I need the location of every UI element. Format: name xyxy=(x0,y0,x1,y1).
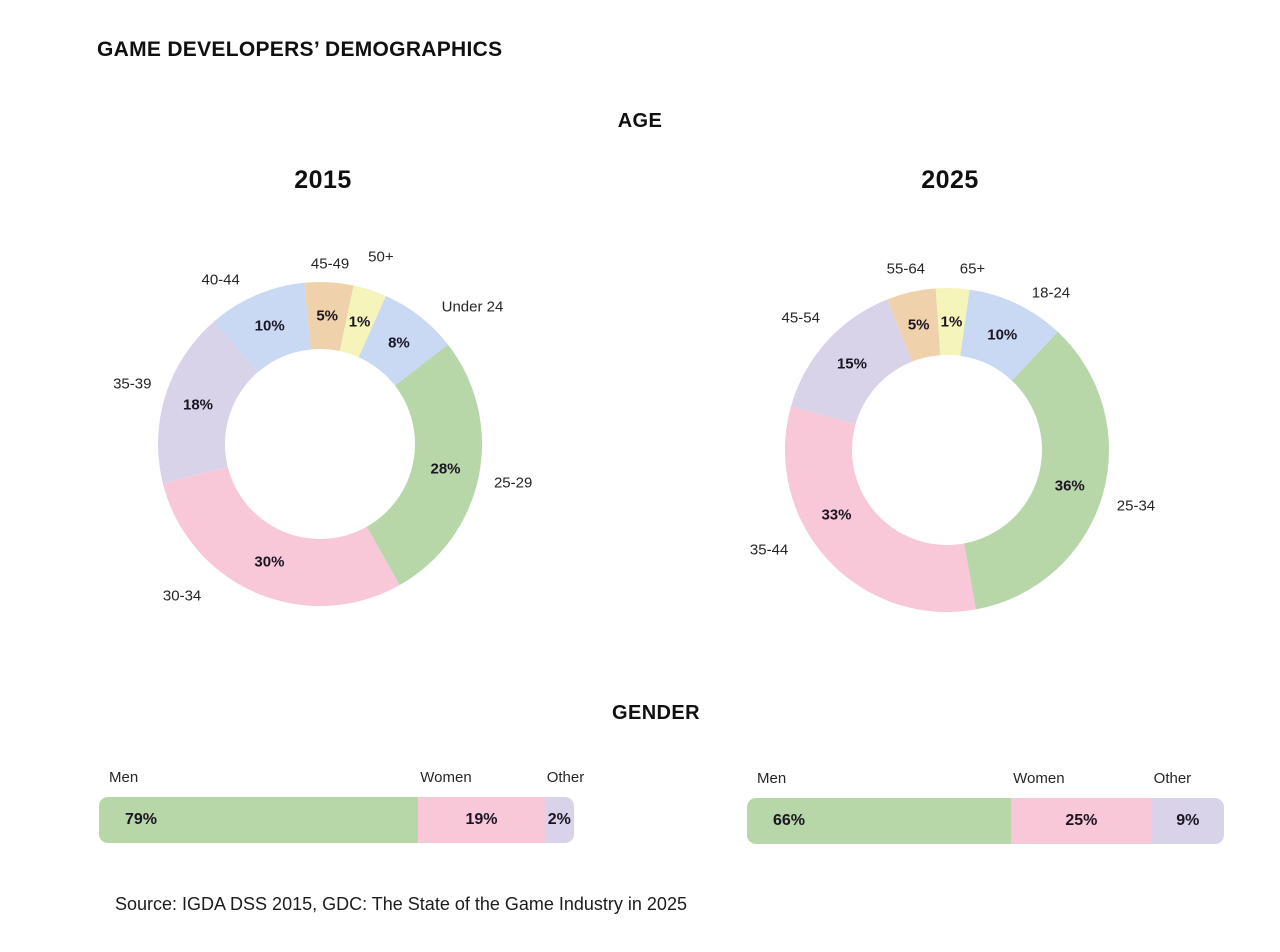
gender-section-heading: GENDER xyxy=(612,702,700,724)
donut-segment-35-39 xyxy=(157,321,259,484)
segment-category-label-18-24: 18-24 xyxy=(1031,284,1071,302)
gender-segment-women: 19% xyxy=(418,797,545,843)
segment-value-label-45-49: 5% xyxy=(316,307,339,325)
segment-value-label-35-44: 33% xyxy=(821,506,852,524)
gender-value-label-men: 66% xyxy=(773,812,806,829)
page-title: GAME DEVELOPERS’ DEMOGRAPHICS xyxy=(97,38,503,61)
age-donut-chart-2015: 8% Under 24 28% 25-29 30% 30-34 18% 35-39 10% 40-… xyxy=(90,214,550,674)
segment-category-label-45-49: 45-49 xyxy=(310,255,350,273)
donut-segment-25-29 xyxy=(366,344,483,586)
segment-category-label-35-44: 35-44 xyxy=(749,541,789,559)
age-section-heading: AGE xyxy=(617,110,663,132)
donut-svg xyxy=(157,282,483,606)
segment-value-label-35-39: 18% xyxy=(183,396,214,414)
donut-segment-35-44 xyxy=(784,406,976,613)
source-citation: Source: IGDA DSS 2015, GDC: The State of… xyxy=(115,894,687,914)
gender-segment-other: 9% xyxy=(1151,798,1224,844)
segment-category-label-35-39: 35-39 xyxy=(113,375,152,393)
gender-category-label-other: Other xyxy=(1153,770,1192,787)
segment-value-label-25-29: 28% xyxy=(430,460,461,478)
donut-2025-title: 2025 xyxy=(921,166,979,194)
donut-segment-45-54 xyxy=(791,299,913,425)
segment-value-label-under-24: 8% xyxy=(388,334,410,352)
segment-category-label-50: 50+ xyxy=(368,248,394,266)
gender-bar-chart-2025: 66% 25% 9% Men Women Other xyxy=(747,770,1224,844)
donut-segment-45-49 xyxy=(304,282,354,352)
segment-value-label-65: 1% xyxy=(940,313,963,331)
donut-svg xyxy=(784,287,1110,613)
segment-category-label-40-44: 40-44 xyxy=(201,271,240,289)
segment-category-label-45-54: 45-54 xyxy=(781,309,820,327)
segment-category-label-65: 65+ xyxy=(959,260,986,278)
gender-category-label-women: Women xyxy=(420,769,472,786)
segment-category-label-55-64: 55-64 xyxy=(886,260,926,278)
donut-segment-65 xyxy=(935,287,970,356)
segment-value-label-30-34: 30% xyxy=(254,553,285,571)
gender-bar-chart-2015: 79% 19% 2% Men Women Other xyxy=(99,769,584,843)
gender-value-label-other: 9% xyxy=(1176,812,1200,829)
segment-value-label-25-34: 36% xyxy=(1054,477,1085,495)
segment-value-label-18-24: 10% xyxy=(987,326,1018,344)
gender-category-label-women: Women xyxy=(1013,770,1065,787)
segment-category-label-30-34: 30-34 xyxy=(162,587,202,605)
gender-category-label-other: Other xyxy=(546,769,585,786)
segment-value-label-50: 1% xyxy=(348,313,371,331)
segment-category-label-25-34: 25-34 xyxy=(1116,497,1156,515)
donut-segment-30-34 xyxy=(162,466,400,606)
donut-segment-25-34 xyxy=(963,331,1110,610)
segment-value-label-40-44: 10% xyxy=(254,317,285,335)
gender-value-label-women: 19% xyxy=(465,811,498,828)
gender-category-label-men: Men xyxy=(757,770,787,787)
donut-2015-title: 2015 xyxy=(294,166,352,194)
gender-segment-other: 2% xyxy=(544,797,574,843)
segment-category-label-under-24: Under 24 xyxy=(441,298,504,316)
segment-value-label-45-54: 15% xyxy=(836,355,867,373)
segment-value-label-55-64: 5% xyxy=(907,316,930,334)
donut-segment-50 xyxy=(339,285,386,358)
gender-segment-women: 25% xyxy=(1011,798,1152,844)
gender-bar-track: 79% 19% 2% xyxy=(99,797,574,843)
segment-category-label-25-29: 25-29 xyxy=(493,474,533,492)
donut-segment-under-24 xyxy=(358,296,448,386)
gender-segment-men: 66% xyxy=(747,798,1012,844)
age-donut-chart-2025: 10% 18-24 36% 25-34 33% 35-44 15% 45-54 5% 55-64 1… xyxy=(717,220,1177,680)
gender-category-label-men: Men xyxy=(109,769,139,786)
gender-value-label-women: 25% xyxy=(1065,812,1098,829)
gender-value-label-men: 79% xyxy=(125,811,158,828)
donut-segment-18-24 xyxy=(960,289,1058,381)
gender-segment-men: 79% xyxy=(99,797,419,843)
donut-segment-55-64 xyxy=(887,288,941,362)
gender-bar-track: 66% 25% 9% xyxy=(747,798,1224,844)
gender-value-label-other: 2% xyxy=(547,811,571,828)
donut-segment-40-44 xyxy=(214,282,311,373)
